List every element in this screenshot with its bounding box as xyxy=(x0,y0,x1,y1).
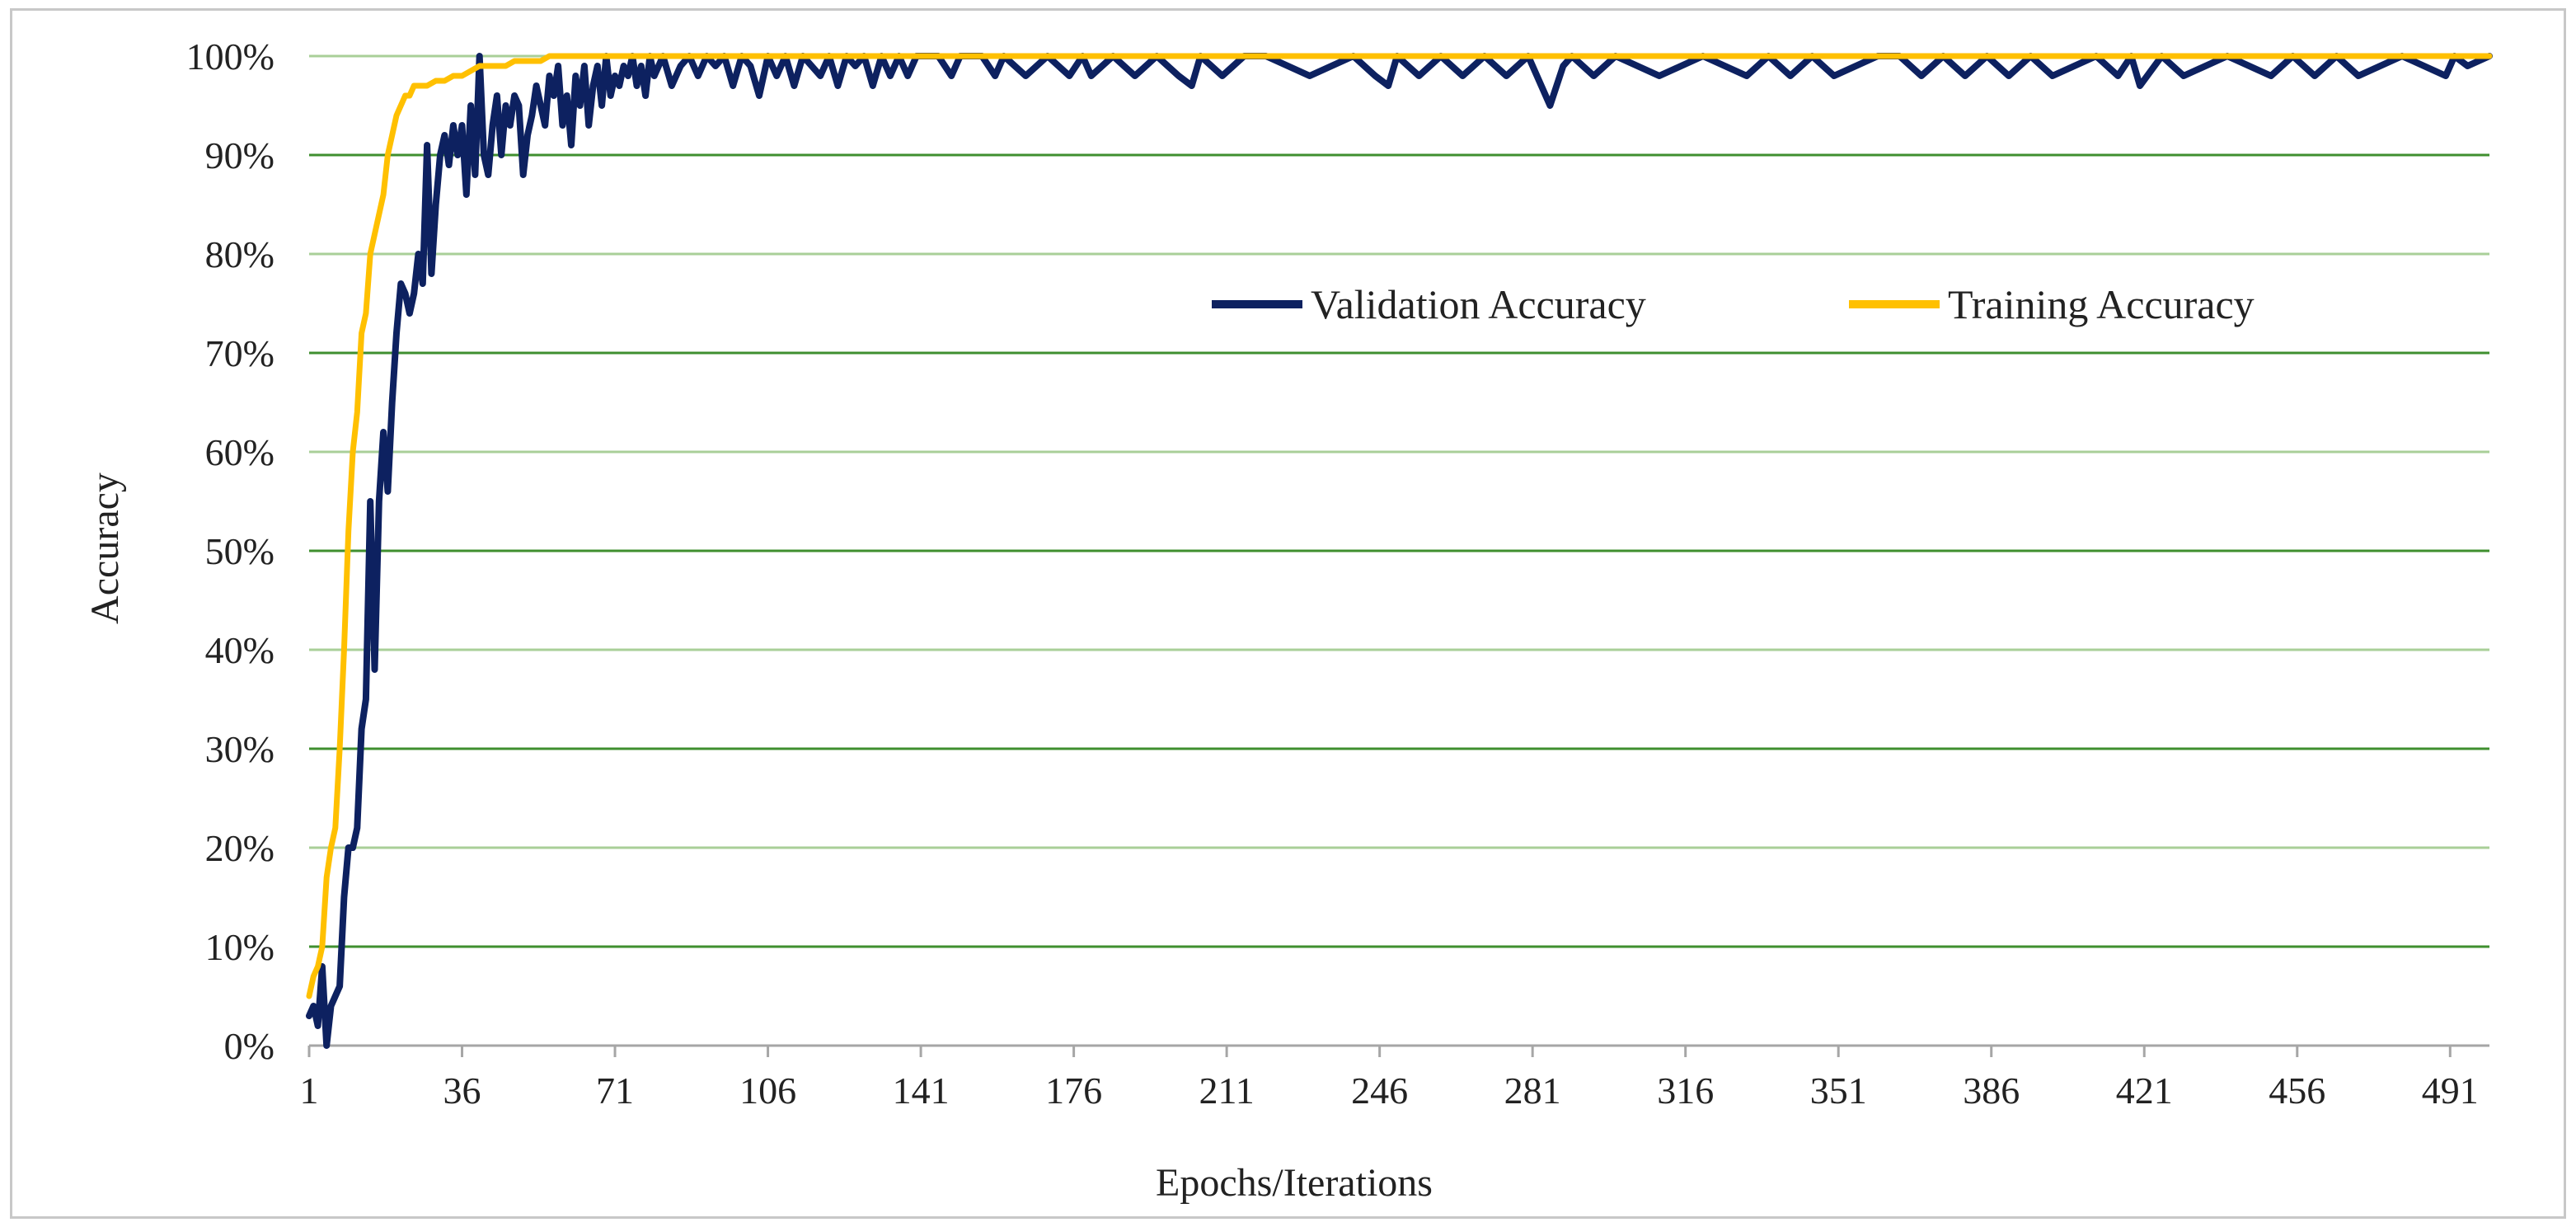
y-tick-label: 70% xyxy=(205,332,274,374)
x-tick-label: 351 xyxy=(1810,1070,1867,1112)
y-tick-label: 20% xyxy=(205,827,274,869)
y-tick-label: 90% xyxy=(205,134,274,176)
chart-frame: 0% 10% 20% 30% 40% 50% 60% 70% 80% 90% 100% 1 36 71 10… xyxy=(10,8,2566,1219)
x-tick-label: 36 xyxy=(443,1070,481,1112)
y-tick-label: 50% xyxy=(205,530,274,572)
y-tick-label: 80% xyxy=(205,233,274,275)
legend-label-validation: Validation Accuracy xyxy=(1311,281,1646,327)
x-tick-label: 281 xyxy=(1504,1070,1561,1112)
series-lines xyxy=(306,53,2493,1049)
x-tick-label: 106 xyxy=(739,1070,796,1112)
training-accuracy-line xyxy=(306,53,2493,999)
legend-label-training: Training Accuracy xyxy=(1948,281,2255,327)
x-tick-label: 246 xyxy=(1351,1070,1408,1112)
x-tick-label: 421 xyxy=(2116,1070,2173,1112)
x-tick-label: 1 xyxy=(300,1070,319,1112)
y-tick-label: 10% xyxy=(205,926,274,968)
x-tick-label: 386 xyxy=(1963,1070,2020,1112)
tick-labels: 0% 10% 20% 30% 40% 50% 60% 70% 80% 90% 100% 1 36 71 10… xyxy=(186,35,2479,1112)
validation-accuracy-line xyxy=(306,53,2493,1049)
gridlines xyxy=(309,54,2489,948)
y-axis-title: Accuracy xyxy=(83,472,127,624)
x-tick-label: 176 xyxy=(1045,1070,1102,1112)
y-tick-label: 30% xyxy=(205,728,274,770)
y-tick-label: 100% xyxy=(186,35,274,78)
accuracy-line-chart: 0% 10% 20% 30% 40% 50% 60% 70% 80% 90% 100% 1 36 71 10… xyxy=(83,35,2493,1205)
y-tick-label: 40% xyxy=(205,629,274,671)
x-tick-label: 71 xyxy=(596,1070,634,1112)
y-tick-label: 0% xyxy=(224,1025,274,1067)
x-tick-label: 491 xyxy=(2422,1070,2479,1112)
x-tick-label: 316 xyxy=(1657,1070,1714,1112)
x-axis-title: Epochs/Iterations xyxy=(1156,1161,1433,1205)
axes xyxy=(307,1044,2489,1057)
legend: Validation Accuracy Training Accuracy xyxy=(1212,281,2255,327)
x-tick-label: 141 xyxy=(893,1070,950,1112)
y-tick-label: 60% xyxy=(205,431,274,473)
x-tick-label: 456 xyxy=(2269,1070,2325,1112)
x-tick-label: 211 xyxy=(1199,1070,1254,1112)
